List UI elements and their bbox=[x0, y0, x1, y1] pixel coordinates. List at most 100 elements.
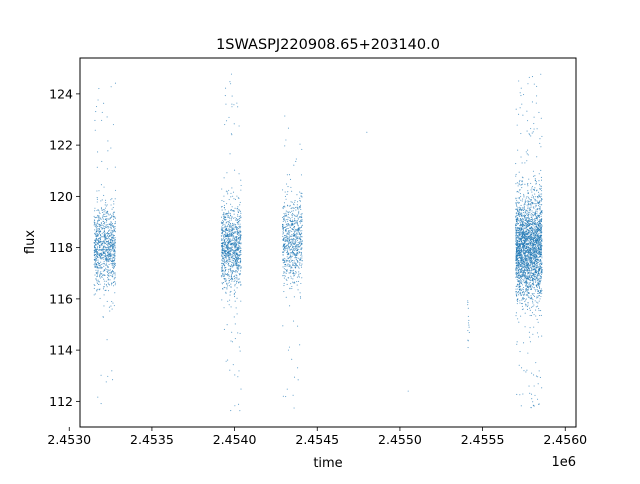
data-point bbox=[297, 253, 299, 255]
data-point bbox=[230, 290, 232, 293]
data-point bbox=[239, 234, 241, 236]
data-point bbox=[284, 265, 286, 267]
data-point bbox=[228, 250, 230, 252]
data-point bbox=[237, 218, 239, 220]
data-point bbox=[516, 303, 518, 305]
data-point bbox=[294, 257, 296, 259]
data-point bbox=[238, 258, 240, 260]
data-point bbox=[222, 230, 225, 233]
data-point bbox=[520, 220, 522, 222]
data-point bbox=[232, 252, 234, 254]
data-point bbox=[95, 230, 97, 233]
data-point bbox=[538, 272, 540, 274]
data-point bbox=[283, 271, 285, 273]
data-point bbox=[533, 254, 535, 256]
data-point bbox=[111, 216, 113, 218]
data-point bbox=[113, 249, 115, 251]
data-point bbox=[527, 201, 529, 203]
data-point bbox=[97, 99, 99, 101]
data-point bbox=[284, 257, 286, 260]
data-point bbox=[102, 227, 105, 229]
data-point bbox=[110, 244, 112, 246]
data-point bbox=[284, 220, 286, 222]
data-point bbox=[531, 194, 533, 196]
data-point bbox=[285, 272, 287, 274]
data-point bbox=[228, 199, 230, 201]
data-point bbox=[530, 253, 532, 255]
data-point bbox=[293, 246, 295, 248]
data-point bbox=[467, 322, 470, 324]
data-point bbox=[518, 278, 520, 280]
data-point bbox=[224, 257, 226, 259]
data-point bbox=[291, 215, 293, 217]
data-point bbox=[527, 285, 529, 287]
data-point bbox=[528, 257, 530, 259]
data-point bbox=[301, 148, 303, 150]
data-point bbox=[534, 236, 536, 238]
data-point bbox=[297, 266, 299, 268]
data-point bbox=[537, 205, 540, 207]
data-point bbox=[294, 222, 296, 224]
data-point bbox=[293, 238, 295, 240]
data-point bbox=[288, 174, 291, 176]
data-point bbox=[230, 266, 232, 268]
data-point bbox=[227, 264, 229, 266]
data-point bbox=[235, 245, 237, 247]
data-point bbox=[223, 245, 225, 247]
data-point bbox=[100, 222, 102, 224]
data-point bbox=[530, 288, 532, 291]
data-point bbox=[528, 285, 530, 287]
data-point bbox=[535, 102, 537, 104]
data-point bbox=[239, 238, 241, 240]
data-point bbox=[225, 247, 227, 249]
data-point bbox=[300, 208, 302, 211]
data-point bbox=[232, 269, 234, 272]
data-point bbox=[96, 262, 99, 264]
data-point bbox=[537, 281, 539, 283]
data-point bbox=[224, 123, 226, 126]
data-point bbox=[228, 216, 230, 218]
data-point bbox=[535, 205, 537, 207]
data-point bbox=[294, 273, 296, 275]
data-point bbox=[516, 265, 518, 267]
data-point bbox=[524, 204, 526, 206]
data-point bbox=[112, 213, 114, 215]
data-point bbox=[521, 305, 523, 307]
data-point bbox=[240, 253, 242, 255]
data-point bbox=[104, 207, 107, 209]
data-point bbox=[97, 272, 99, 274]
data-point bbox=[286, 269, 288, 271]
data-point bbox=[299, 221, 301, 223]
data-point bbox=[95, 233, 97, 235]
data-point bbox=[528, 246, 530, 248]
data-point bbox=[518, 266, 520, 268]
data-point bbox=[227, 248, 229, 250]
data-point bbox=[524, 235, 526, 237]
data-point bbox=[114, 198, 116, 200]
data-point bbox=[527, 120, 529, 122]
data-point bbox=[539, 252, 541, 254]
data-point bbox=[515, 240, 517, 242]
data-point bbox=[536, 257, 538, 259]
data-point bbox=[110, 86, 112, 88]
data-point bbox=[106, 270, 108, 272]
data-point bbox=[525, 290, 527, 292]
data-point bbox=[106, 247, 108, 249]
data-point bbox=[529, 279, 531, 281]
data-point bbox=[516, 200, 518, 202]
data-point bbox=[287, 227, 289, 230]
data-point bbox=[291, 210, 293, 212]
data-point bbox=[103, 236, 105, 238]
data-point bbox=[531, 306, 533, 308]
data-point bbox=[291, 238, 293, 240]
data-point bbox=[286, 253, 288, 255]
data-point bbox=[101, 211, 104, 214]
data-point bbox=[527, 289, 529, 291]
data-point bbox=[531, 268, 533, 270]
data-point bbox=[282, 228, 284, 230]
data-point bbox=[114, 229, 116, 231]
data-point bbox=[282, 227, 285, 229]
data-point bbox=[540, 310, 542, 312]
data-point bbox=[530, 206, 532, 208]
data-point bbox=[287, 232, 289, 234]
